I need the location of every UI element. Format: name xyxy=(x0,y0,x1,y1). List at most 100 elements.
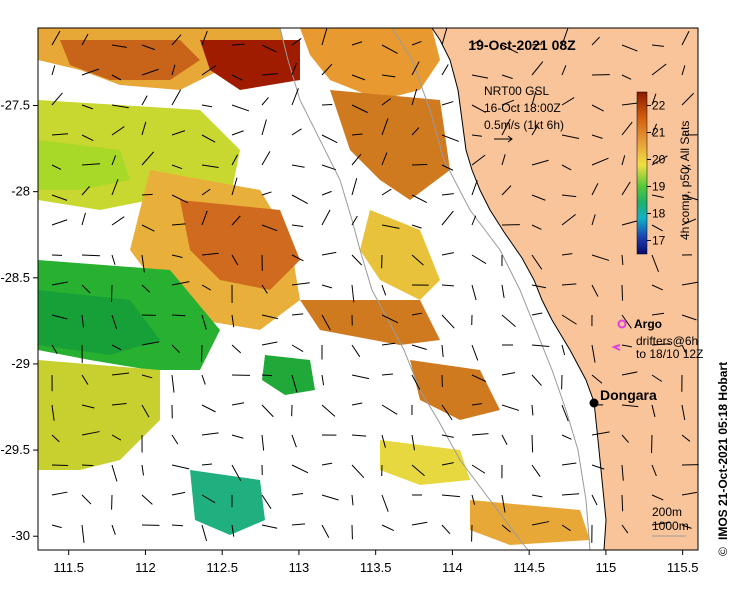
current-vector xyxy=(141,193,153,196)
current-vector xyxy=(51,164,62,170)
current-vector xyxy=(261,73,278,76)
x-tick-label: 113 xyxy=(289,560,310,575)
current-vector xyxy=(261,341,278,346)
current-vector xyxy=(411,61,420,76)
current-vector xyxy=(141,121,147,136)
colorbar-tick-label: 19 xyxy=(652,180,666,194)
current-vector xyxy=(531,494,543,498)
current-vector xyxy=(291,282,310,286)
current-vector xyxy=(501,185,512,196)
current-vector xyxy=(441,252,454,256)
current-vector xyxy=(621,494,624,512)
current-vector xyxy=(51,491,68,496)
current-vector xyxy=(291,344,304,353)
current-vector xyxy=(471,215,477,226)
current-vector xyxy=(111,524,116,535)
current-vector xyxy=(411,224,422,229)
current-vector xyxy=(261,404,274,418)
current-vector xyxy=(531,159,549,166)
current-vector xyxy=(201,314,207,330)
current-vector xyxy=(621,74,632,80)
current-vector xyxy=(621,102,638,106)
current-vector xyxy=(561,28,569,46)
current-vector xyxy=(591,284,599,297)
current-vector xyxy=(651,63,667,76)
current-vector xyxy=(651,224,663,232)
current-vector xyxy=(681,281,699,286)
y-axis: -27.5 -28 -28.5 -29 -29.5 -30 xyxy=(0,98,38,543)
current-vector xyxy=(471,403,483,406)
current-vector xyxy=(501,434,508,445)
current-vector xyxy=(291,254,304,262)
current-vector xyxy=(411,127,420,136)
current-vector xyxy=(441,404,453,421)
current-vector xyxy=(141,95,148,106)
current-vector xyxy=(51,194,68,201)
current-vector xyxy=(381,224,400,229)
current-vector xyxy=(561,462,577,466)
current-vector xyxy=(291,493,304,496)
current-vector xyxy=(651,254,659,272)
isobath-1000-label: 1000m xyxy=(652,519,689,533)
current-vector xyxy=(201,494,216,504)
current-vector xyxy=(291,88,299,106)
current-vector xyxy=(261,151,271,166)
current-vector xyxy=(381,284,387,296)
current-vector xyxy=(381,44,398,54)
current-vector xyxy=(321,284,333,289)
y-tick-label: -28 xyxy=(11,184,30,199)
current-vector xyxy=(261,434,265,451)
current-vector xyxy=(651,464,657,477)
current-vector xyxy=(111,155,117,166)
current-vector xyxy=(441,193,454,196)
current-vector xyxy=(81,464,94,467)
current-vector xyxy=(471,74,489,79)
current-vector xyxy=(171,89,182,106)
current-vector xyxy=(291,194,308,205)
current-vector xyxy=(411,344,427,350)
current-source-label: NRT00 GSL xyxy=(484,84,549,98)
y-tick-label: -29.5 xyxy=(0,442,30,457)
current-vector xyxy=(231,104,250,112)
current-vector xyxy=(171,64,176,76)
land-mass xyxy=(431,27,699,551)
current-vector xyxy=(141,224,155,232)
current-vector xyxy=(261,44,277,53)
current-vector xyxy=(621,404,639,408)
sst-patch xyxy=(200,40,300,90)
current-vector xyxy=(321,164,336,171)
colorbar-label: 4h comp, p50, All Sats xyxy=(678,121,692,240)
current-vector xyxy=(651,194,664,199)
current-vector xyxy=(51,344,58,354)
current-vector xyxy=(171,524,183,527)
current-vector xyxy=(321,209,331,226)
current-vector xyxy=(501,99,515,106)
current-vector xyxy=(591,104,604,112)
current-vector xyxy=(111,74,122,81)
current-vector xyxy=(651,123,658,136)
x-tick-label: 114.5 xyxy=(513,560,545,575)
current-vector xyxy=(51,65,56,76)
current-vector xyxy=(81,163,100,166)
colorbar-tick-label: 18 xyxy=(652,207,666,221)
current-vector xyxy=(381,342,396,346)
current-vector xyxy=(231,254,239,266)
current-vector xyxy=(381,404,398,415)
y-tick-label: -28.5 xyxy=(0,270,30,285)
current-vector xyxy=(51,314,68,320)
y-tick-label: -29 xyxy=(11,356,30,371)
current-vector xyxy=(561,434,572,440)
colorbar-tick-label: 17 xyxy=(652,234,666,248)
current-vector xyxy=(51,219,68,226)
current-vector xyxy=(621,254,624,266)
current-vector xyxy=(471,344,479,361)
current-vector xyxy=(351,402,363,406)
current-vector xyxy=(81,134,94,142)
current-vector xyxy=(441,434,454,438)
current-vector xyxy=(681,92,694,106)
current-vector xyxy=(651,284,664,291)
current-vector xyxy=(591,494,598,506)
current-vector xyxy=(561,65,567,76)
current-vector xyxy=(111,216,125,226)
